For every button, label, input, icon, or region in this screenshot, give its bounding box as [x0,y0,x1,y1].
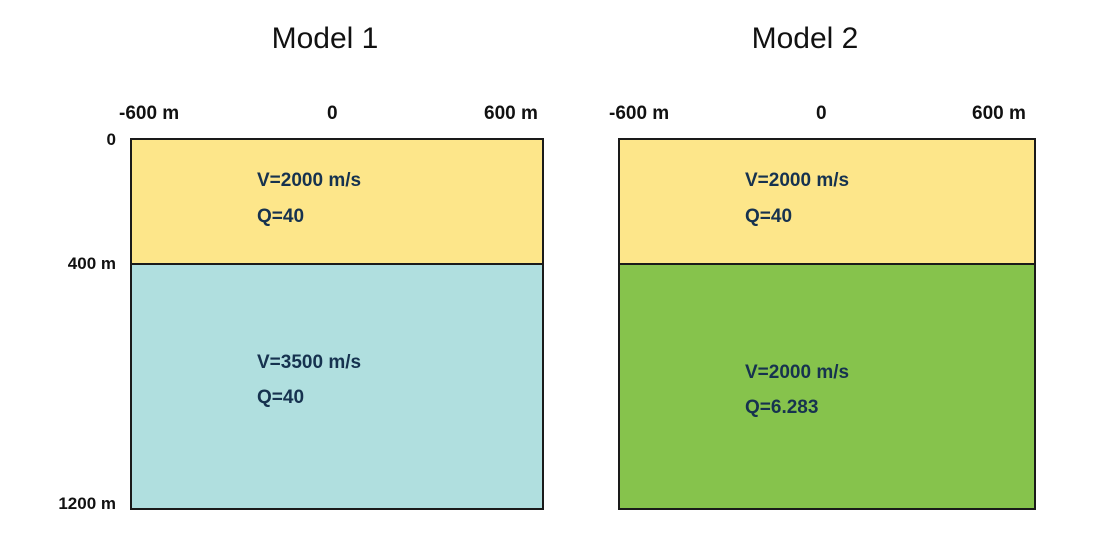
model-2-bottom-q: Q=6.283 [745,397,819,418]
model-2-panel: V=2000 m/s Q=40 V=2000 m/s Q=6.283 [618,138,1036,510]
model-1-bottom-layer: V=3500 m/s Q=40 [132,265,542,508]
model-1-panel: V=2000 m/s Q=40 V=3500 m/s Q=40 [130,138,544,510]
depth-label-interface: 400 m [67,254,116,273]
model-2-title: Model 2 [751,22,859,55]
model-1-x-tick-right: 600 m [484,103,538,124]
model-1-top-velocity: V=2000 m/s [257,170,362,191]
model-1-bottom-q: Q=40 [257,387,305,408]
model-2-top-q: Q=40 [745,206,793,227]
model-1-bottom-velocity: V=3500 m/s [257,352,362,373]
depth-label-bottom: 1200 m [58,494,116,513]
model-1-top-q: Q=40 [257,206,305,227]
model-1-x-tick-center: 0 [327,103,338,124]
model-2-top-layer: V=2000 m/s Q=40 [620,140,1034,265]
depth-label-top: 0 [106,130,116,149]
model-2-x-tick-center: 0 [816,103,827,124]
model-1-top-layer: V=2000 m/s Q=40 [132,140,542,265]
model-2-bottom-layer: V=2000 m/s Q=6.283 [620,265,1034,508]
model-2-bottom-velocity: V=2000 m/s [745,362,850,383]
model-1-title: Model 1 [271,22,379,55]
model-1-x-tick-left: -600 m [119,103,180,124]
model-2-x-tick-left: -600 m [609,103,670,124]
model-2-x-tick-right: 600 m [972,103,1026,124]
model-2-top-velocity: V=2000 m/s [745,170,850,191]
